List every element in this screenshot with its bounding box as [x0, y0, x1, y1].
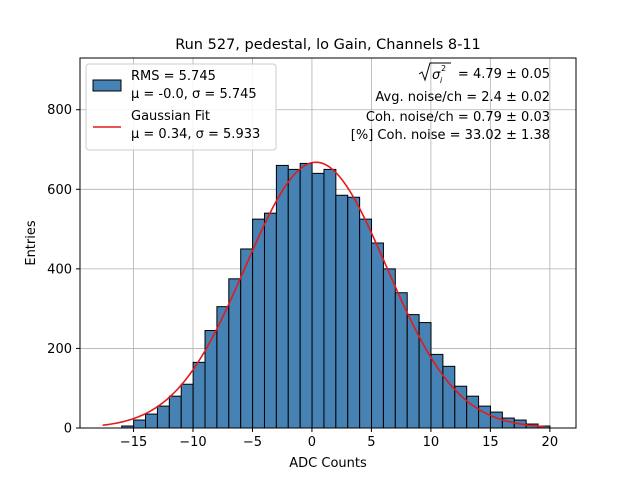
x-axis-ticks: −15 −10 −5 0 5 10 15 20: [120, 428, 558, 450]
sigma-subscript: i: [440, 76, 443, 85]
gaussian-fit-line: [102, 161, 546, 428]
x-tick-label: 15: [482, 435, 499, 450]
histogram-bar: [180, 383, 194, 429]
legend-fit-line2: μ = 0.34, σ = 5.933: [131, 127, 260, 142]
histogram-bar: [347, 196, 361, 429]
y-tick-label: 400: [47, 262, 72, 277]
histogram-bar: [192, 361, 206, 429]
histogram-bar: [263, 212, 277, 429]
histogram-bar: [287, 168, 301, 429]
histogram-bar: [156, 405, 170, 429]
histogram-bar: [275, 164, 289, 429]
x-tick-label: 0: [308, 435, 316, 450]
histogram-bar: [252, 218, 265, 429]
histogram-bar: [371, 242, 384, 429]
histogram-bar: [133, 419, 147, 429]
sqrt-radical: [418, 62, 451, 82]
histogram-bar: [299, 162, 313, 429]
histogram-bar: [442, 365, 456, 429]
y-tick-label: 600: [47, 183, 72, 198]
annotation-avg-noise: Avg. noise/ch = 2.4 ± 0.02: [375, 90, 550, 105]
legend-hist-line2: μ = -0.0, σ = 5.745: [131, 87, 257, 102]
y-tick-label: 0: [64, 422, 72, 437]
sigma-symbol: σ: [432, 68, 441, 83]
x-tick-label: 20: [542, 435, 559, 450]
chart-title: Run 527, pedestal, lo Gain, Channels 8-1…: [175, 37, 481, 53]
histogram-bar: [240, 248, 254, 429]
y-tick-label: 200: [47, 342, 72, 357]
x-tick-label: −5: [243, 435, 262, 450]
histogram-bar: [466, 395, 480, 429]
x-tick-label: 5: [367, 435, 375, 450]
histogram-bars: [121, 162, 551, 429]
legend-hist-line1: RMS = 5.745: [131, 69, 216, 84]
legend-box: [85, 63, 277, 151]
annotation-coh-pct: [%] Coh. noise = 33.02 ± 1.38: [351, 128, 550, 143]
histogram-bar: [394, 292, 408, 429]
y-axis-label: Entries: [24, 220, 39, 266]
annotation-sigma-i: = 4.79 ± 0.05: [458, 67, 550, 82]
histogram-bar: [311, 172, 325, 429]
histogram-bar: [204, 330, 218, 429]
y-tick-label: 800: [47, 103, 72, 118]
histogram-bar: [359, 218, 373, 429]
x-tick-label: −15: [120, 435, 147, 450]
legend: RMS = 5.745 μ = -0.0, σ = 5.745 Gaussian…: [85, 63, 277, 151]
x-tick-label: −10: [179, 435, 206, 450]
annotations: σ i 2 = 4.79 ± 0.05 Avg. noise/ch = 2.4 …: [351, 62, 550, 143]
y-axis-ticks: 0 200 400 600 800: [47, 103, 80, 437]
histogram-bar: [323, 168, 337, 429]
legend-fit-line1: Gaussian Fit: [131, 109, 210, 124]
histogram-bar: [168, 395, 182, 429]
annotation-coh-noise: Coh. noise/ch = 0.79 ± 0.03: [366, 110, 550, 125]
x-tick-label: 10: [423, 435, 440, 450]
sigma-superscript: 2: [441, 64, 446, 73]
histogram-bar: [382, 268, 396, 429]
histogram-bar: [145, 413, 158, 429]
legend-hist-patch: [92, 79, 122, 92]
histogram-bar: [335, 194, 349, 429]
histogram-bar: [478, 405, 491, 429]
sqrt-sigma-symbol: σ i 2: [418, 62, 451, 85]
x-axis-label: ADC Counts: [289, 456, 367, 471]
plot-frame: [79, 57, 577, 429]
